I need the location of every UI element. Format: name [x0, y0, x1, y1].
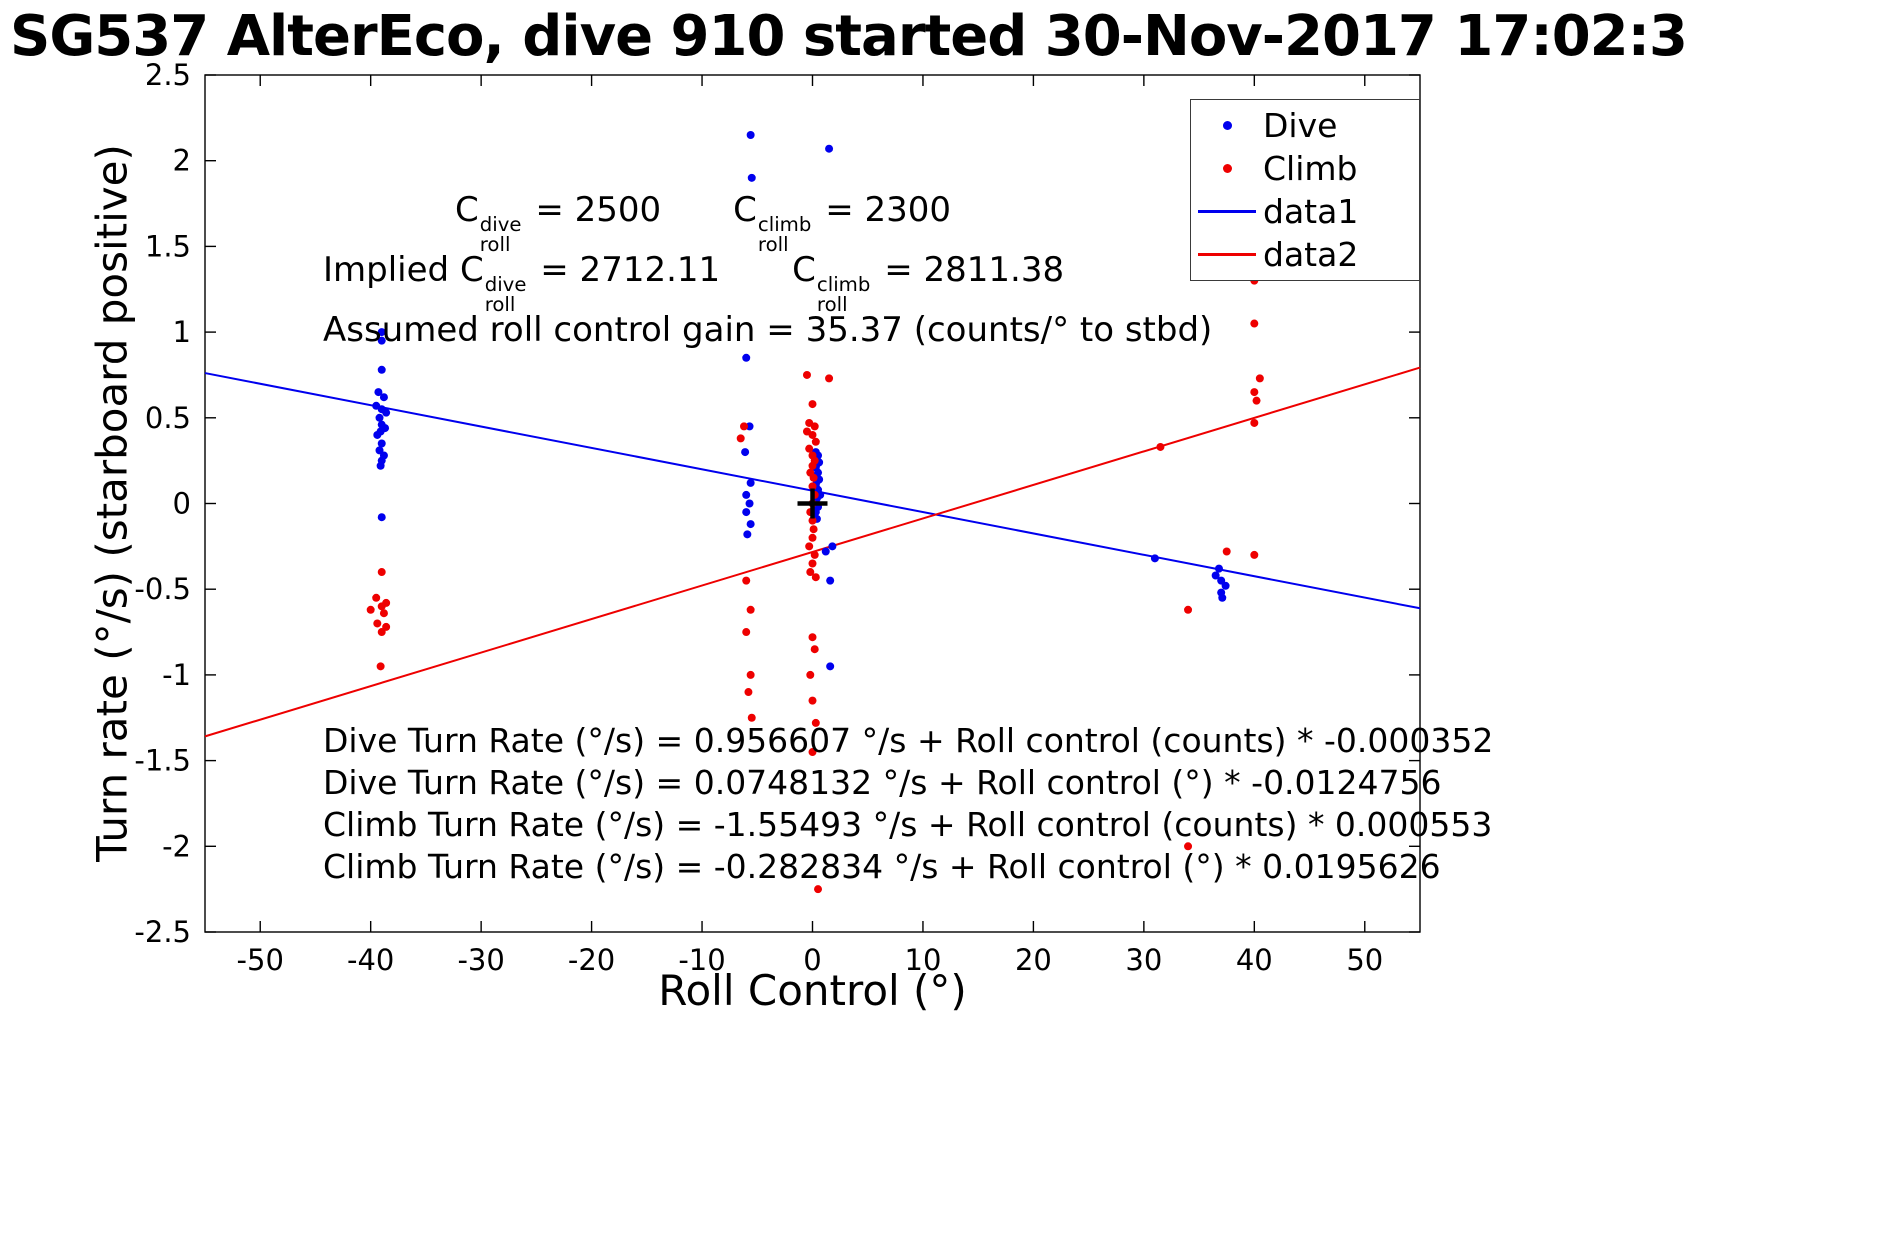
croll-dive-subsup: dive roll — [479, 212, 522, 256]
svg-text:50: 50 — [1346, 943, 1383, 977]
scatter-series-climb — [366, 276, 1264, 894]
legend-item-data1: data1 — [1191, 191, 1419, 233]
x-axis-label: Roll Control (°) — [658, 966, 967, 1015]
svg-text:-2: -2 — [162, 829, 191, 863]
svg-text:-20: -20 — [568, 943, 615, 977]
svg-text:-30: -30 — [457, 943, 504, 977]
svg-text:10: 10 — [905, 943, 942, 977]
svg-text:0: 0 — [803, 943, 821, 977]
axis-tick-marks — [205, 74, 1420, 933]
svg-text:30: 30 — [1125, 943, 1162, 977]
legend-label: Climb — [1263, 149, 1358, 188]
y-axis-label: Turn rate (°/s) (starboard positive) — [87, 144, 137, 862]
svg-text:-40: -40 — [347, 943, 394, 977]
fit-line-climb-counts: Climb Turn Rate (°/s) = -1.55493 °/s + R… — [323, 805, 1493, 844]
origin-plus-marker — [797, 488, 828, 519]
fit-line-dive-counts: Dive Turn Rate (°/s) = 0.956607 °/s + Ro… — [323, 721, 1494, 760]
legend-dot-icon — [1191, 121, 1263, 130]
svg-text:2: 2 — [173, 144, 191, 178]
implied-dive-subsup: dive roll — [484, 272, 527, 316]
implied-climb-subsup: climb roll — [816, 272, 871, 316]
fit-line-climb-degrees: Climb Turn Rate (°/s) = -0.282834 °/s + … — [323, 847, 1441, 886]
legend-item-dive: Dive — [1191, 105, 1419, 147]
svg-text:40: 40 — [1236, 943, 1273, 977]
scatter-series-dive — [372, 130, 1230, 671]
svg-text:0: 0 — [173, 487, 191, 521]
svg-text:-50: -50 — [237, 943, 284, 977]
legend-item-data2: data2 — [1191, 234, 1419, 276]
svg-text:20: 20 — [1015, 943, 1052, 977]
svg-text:-1.5: -1.5 — [134, 744, 191, 778]
svg-text:2.5: 2.5 — [145, 58, 191, 92]
legend-label: data1 — [1263, 192, 1359, 231]
annotation-roll-gain: Assumed roll control gain = 35.37 (count… — [323, 310, 1213, 350]
svg-text:1.5: 1.5 — [145, 229, 191, 263]
legend-item-climb: Climb — [1191, 148, 1419, 190]
legend: Dive Climb data1 data2 — [1190, 99, 1420, 281]
legend-label: data2 — [1263, 235, 1359, 274]
svg-text:-2.5: -2.5 — [134, 915, 191, 949]
figure-title: SG537 AlterEco, dive 910 started 30-Nov-… — [10, 4, 1688, 69]
annotation-fit-equations: Dive Turn Rate (°/s) = 0.956607 °/s + Ro… — [323, 720, 1493, 888]
svg-text:0.5: 0.5 — [145, 401, 191, 435]
croll-climb-subsup: climb roll — [757, 212, 812, 256]
svg-text:-1: -1 — [162, 658, 191, 692]
x-tick-labels: -50 -40 -30 -20 -10 0 10 20 30 40 50 — [237, 943, 1384, 977]
legend-line-icon — [1191, 253, 1263, 256]
fit-line-dive-degrees: Dive Turn Rate (°/s) = 0.0748132 °/s + R… — [323, 763, 1442, 802]
svg-text:-10: -10 — [678, 943, 725, 977]
svg-text:1: 1 — [173, 315, 191, 349]
svg-text:-0.5: -0.5 — [134, 572, 191, 606]
legend-label: Dive — [1263, 106, 1338, 145]
legend-line-icon — [1191, 210, 1263, 213]
y-tick-labels: -2.5 -2 -1.5 -1 -0.5 0 0.5 1 1.5 2 2.5 — [134, 58, 191, 949]
legend-dot-icon — [1191, 164, 1263, 173]
